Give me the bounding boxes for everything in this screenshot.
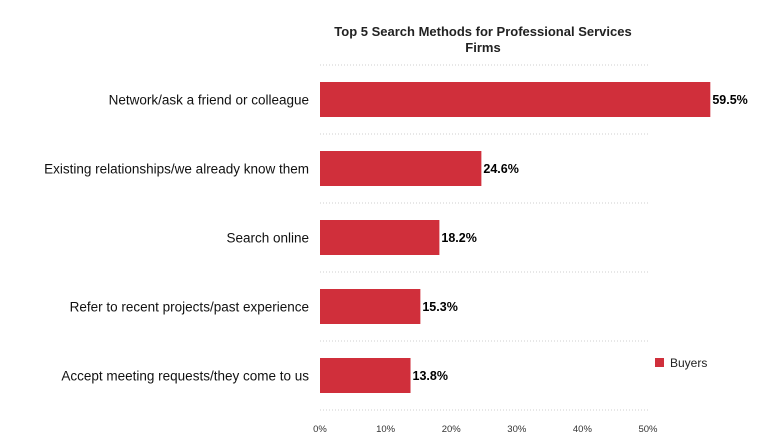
value-label-existing-relationships-we-already-know-them: 24.6%: [483, 162, 518, 176]
category-label-refer-to-recent-projects-past-experience: Refer to recent projects/past experience: [70, 300, 309, 315]
bar-network-ask-a-friend-or-colleague: [320, 82, 711, 117]
chart-title-line-1: Top 5 Search Methods for Professional Se…: [334, 24, 631, 39]
bar-accept-meeting-requests-they-come-to-us: [320, 358, 411, 393]
category-label-search-online: Search online: [226, 231, 309, 246]
value-label-accept-meeting-requests-they-come-to-us: 13.8%: [413, 369, 448, 383]
value-label-search-online: 18.2%: [441, 231, 476, 245]
x-tick-label: 0%: [313, 424, 327, 435]
x-tick-label: 30%: [507, 424, 527, 435]
bar-refer-to-recent-projects-past-experience: [320, 289, 421, 324]
value-label-network-ask-a-friend-or-colleague: 59.5%: [712, 93, 747, 107]
x-axis-ticks: 0% 10% 20% 30% 40% 50%: [313, 424, 658, 435]
x-tick-label: 10%: [376, 424, 396, 435]
legend-swatch-buyers: [655, 358, 664, 367]
bar-search-online: [320, 220, 440, 255]
legend: Buyers: [655, 356, 707, 370]
chart-title-line-2: Firms: [465, 40, 500, 55]
bars: Network/ask a friend or colleague 59.5% Ex…: [44, 82, 748, 393]
bar-existing-relationships-we-already-know-them: [320, 151, 482, 186]
value-label-refer-to-recent-projects-past-experience: 15.3%: [422, 300, 457, 314]
x-tick-label: 20%: [442, 424, 462, 435]
gridlines: [320, 64, 648, 411]
x-tick-label: 50%: [638, 424, 658, 435]
category-label-network-ask-a-friend-or-colleague: Network/ask a friend or colleague: [109, 93, 309, 108]
category-label-existing-relationships-we-already-know-them: Existing relationships/we already know t…: [44, 162, 309, 177]
category-label-accept-meeting-requests-they-come-to-us: Accept meeting requests/they come to us: [61, 369, 309, 384]
x-tick-label: 40%: [573, 424, 593, 435]
legend-label-buyers: Buyers: [670, 356, 707, 370]
